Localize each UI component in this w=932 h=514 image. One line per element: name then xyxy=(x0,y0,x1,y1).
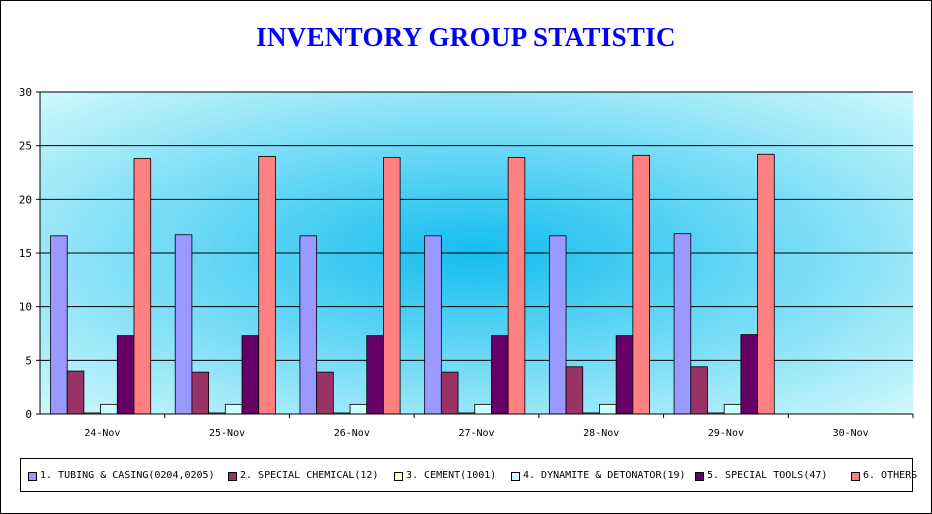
x-tick-label: 26-Nov xyxy=(334,428,370,439)
bar-series-6-28-Nov xyxy=(632,154,650,415)
bar-series-2-27-Nov xyxy=(440,371,459,415)
chart-title: INVENTORY GROUP STATISTIC xyxy=(256,22,676,52)
bar-series-4-25-Nov xyxy=(224,403,243,415)
legend: 1. TUBING & CASING(0204,0205) 2. SPECIAL … xyxy=(20,458,917,492)
bar-series-1-24-Nov xyxy=(50,235,68,415)
legend-label: 5. SPECIAL TOOLS(47) xyxy=(707,470,828,481)
bar-series-5-28-Nov xyxy=(615,335,634,415)
legend-swatch xyxy=(695,472,704,481)
bar-series-5-26-Nov xyxy=(366,335,384,415)
bar-series-2-26-Nov xyxy=(316,371,334,415)
legend-swatch xyxy=(228,472,237,481)
y-tick-label: 0 xyxy=(25,408,32,421)
y-tick-label: 30 xyxy=(19,86,32,99)
bar-series-4-24-Nov xyxy=(100,403,118,415)
bar-series-5-25-Nov xyxy=(241,335,260,415)
bar-series-1-28-Nov xyxy=(548,235,567,415)
bar-series-5-27-Nov xyxy=(491,335,509,415)
bar-series-1-29-Nov xyxy=(673,233,692,415)
y-tick-label: 20 xyxy=(19,193,32,206)
y-tick-label: 15 xyxy=(19,247,32,260)
x-tick-label: 24-Nov xyxy=(84,428,120,439)
bar-series-1-26-Nov xyxy=(299,235,318,415)
x-tick-label: 27-Nov xyxy=(458,428,494,439)
bar-series-4-29-Nov xyxy=(723,403,742,415)
y-tick-label: 25 xyxy=(19,140,32,153)
bar-series-2-25-Nov xyxy=(191,371,210,415)
legend-swatch xyxy=(851,472,860,481)
y-tick-label: 10 xyxy=(19,301,32,314)
bar-series-1-27-Nov xyxy=(424,235,442,415)
x-tick-label: 28-Nov xyxy=(583,428,619,439)
bar-series-6-24-Nov xyxy=(133,158,152,415)
legend-swatch xyxy=(394,472,403,481)
bar-series-4-27-Nov xyxy=(474,403,492,415)
bar-series-2-24-Nov xyxy=(66,370,85,415)
bar-series-6-26-Nov xyxy=(383,157,401,415)
legend-label: 2. SPECIAL CHEMICAL(12) xyxy=(240,470,379,481)
legend-swatch xyxy=(28,472,37,481)
x-tick-label: 29-Nov xyxy=(708,428,744,439)
x-tick-label: 25-Nov xyxy=(209,428,245,439)
bar-series-5-29-Nov xyxy=(740,334,758,415)
legend-label: 3. CEMENT(1001) xyxy=(406,470,497,481)
bar-series-4-26-Nov xyxy=(349,403,368,415)
bar-series-1-25-Nov xyxy=(174,234,193,415)
bar-series-4-28-Nov xyxy=(599,403,617,415)
x-tick-label: 30-Nov xyxy=(833,428,869,439)
bar-series-2-29-Nov xyxy=(690,366,708,415)
legend-label: 6. OTHERS xyxy=(863,470,918,481)
legend-label: 4. DYNAMITE & DETONATOR(19) xyxy=(523,470,686,481)
y-tick-label: 5 xyxy=(25,354,32,367)
bar-series-6-29-Nov xyxy=(757,153,775,415)
bar-series-6-27-Nov xyxy=(507,157,526,415)
bar-series-5-24-Nov xyxy=(116,335,135,415)
legend-swatch xyxy=(511,472,520,481)
bar-series-6-25-Nov xyxy=(258,155,276,415)
bar-series-2-28-Nov xyxy=(565,366,584,415)
legend-label: 1. TUBING & CASING(0204,0205) xyxy=(40,470,215,481)
